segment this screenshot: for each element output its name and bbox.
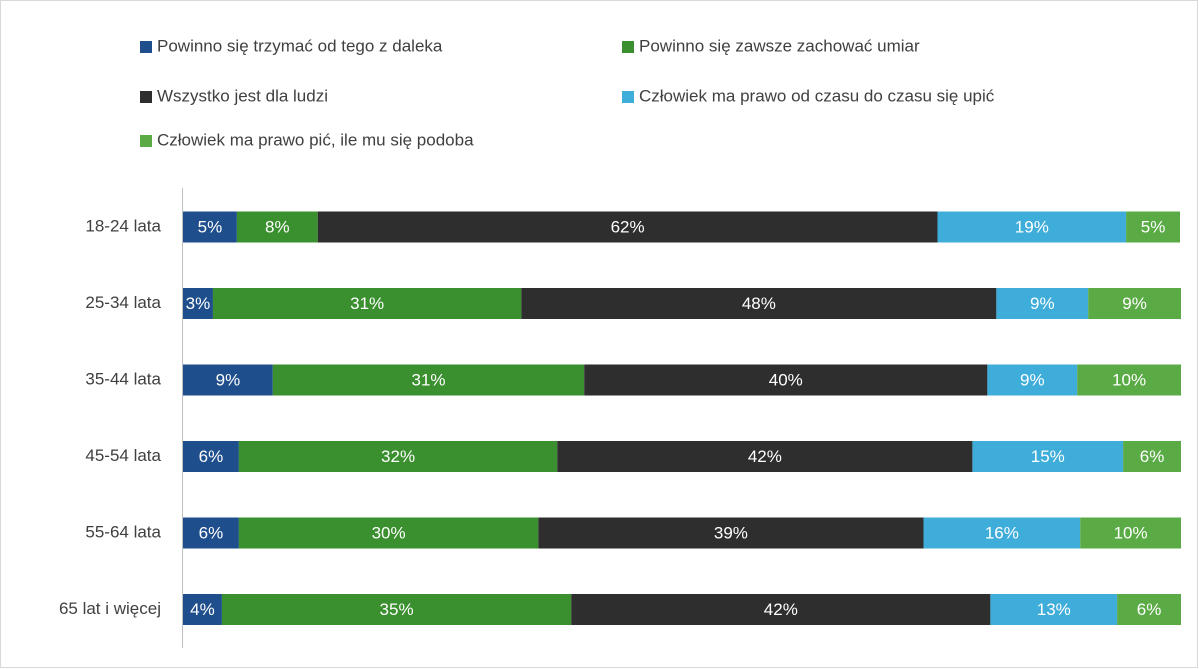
bar-segment xyxy=(557,441,973,472)
bar-segment xyxy=(972,441,1124,472)
bar-segment xyxy=(212,288,522,319)
bar-segment xyxy=(1077,364,1181,396)
data-label: 31% xyxy=(350,294,384,313)
data-label: 10% xyxy=(1114,523,1148,542)
bar-segment xyxy=(1088,288,1181,319)
bar-segment xyxy=(236,211,318,243)
bar-segment xyxy=(1123,441,1181,472)
data-label: 4% xyxy=(190,600,215,619)
data-label: 8% xyxy=(265,217,290,236)
y-tick-label: 65 lat i więcej xyxy=(59,599,161,618)
data-label: 9% xyxy=(1020,370,1045,389)
data-label: 6% xyxy=(1140,447,1165,466)
legend-swatch xyxy=(622,91,634,103)
y-tick-label: 45-54 lata xyxy=(85,446,161,465)
data-label: 13% xyxy=(1037,600,1071,619)
data-label: 5% xyxy=(1141,217,1166,236)
bar-segment xyxy=(584,364,988,396)
bar-segment xyxy=(238,517,539,549)
bar-segment xyxy=(183,364,273,396)
bar-segment xyxy=(238,441,558,472)
data-label: 32% xyxy=(381,447,415,466)
data-label: 40% xyxy=(769,370,803,389)
data-label: 30% xyxy=(372,523,406,542)
legend-label: Powinno się zawsze zachować umiar xyxy=(639,36,920,55)
data-label: 31% xyxy=(411,370,445,389)
data-label: 35% xyxy=(380,600,414,619)
y-tick-label: 25-34 lata xyxy=(85,293,161,312)
bar-segment xyxy=(183,288,213,319)
data-label: 39% xyxy=(714,523,748,542)
bar-segment xyxy=(317,211,938,243)
bar-segment xyxy=(990,594,1118,625)
bar-segment xyxy=(183,441,239,472)
data-label: 5% xyxy=(198,217,223,236)
legend-swatch xyxy=(622,41,634,53)
data-label: 16% xyxy=(985,523,1019,542)
data-label: 42% xyxy=(764,600,798,619)
bar-segment xyxy=(183,517,239,549)
y-tick-label: 55-64 lata xyxy=(85,522,161,541)
data-label: 9% xyxy=(1122,294,1147,313)
legend-label: Powinno się trzymać od tego z daleka xyxy=(157,36,443,55)
bar-segment xyxy=(571,594,991,625)
legend-swatch xyxy=(140,135,152,147)
data-label: 9% xyxy=(1030,294,1055,313)
data-label: 19% xyxy=(1015,217,1049,236)
bar-segment xyxy=(1080,517,1181,549)
data-label: 62% xyxy=(611,217,645,236)
data-label: 3% xyxy=(186,294,211,313)
data-label: 10% xyxy=(1112,370,1146,389)
data-label: 6% xyxy=(199,523,224,542)
bar-segment xyxy=(923,517,1081,549)
legend-swatch xyxy=(140,91,152,103)
data-label: 9% xyxy=(216,370,241,389)
legend-label: Człowiek ma prawo od czasu do czasu się … xyxy=(639,86,995,105)
data-label: 6% xyxy=(1137,600,1162,619)
legend-swatch xyxy=(140,41,152,53)
bar-segment xyxy=(183,211,237,243)
bar-segment xyxy=(937,211,1127,243)
bar-segment xyxy=(538,517,924,549)
legend-label: Wszystko jest dla ludzi xyxy=(157,86,328,105)
y-tick-label: 18-24 lata xyxy=(85,216,161,235)
bar-segment xyxy=(1117,594,1181,625)
bar-segment xyxy=(272,364,585,396)
bar-segment xyxy=(221,594,572,625)
y-tick-label: 35-44 lata xyxy=(85,369,161,388)
legend-label: Człowiek ma prawo pić, ile mu się podoba xyxy=(157,130,474,149)
data-label: 42% xyxy=(748,447,782,466)
bar-segment xyxy=(996,288,1089,319)
bar-segment xyxy=(1126,211,1181,243)
bar-segment xyxy=(521,288,997,319)
data-label: 15% xyxy=(1031,447,1065,466)
bar-segment xyxy=(183,594,222,625)
data-label: 6% xyxy=(199,447,224,466)
bar-segment xyxy=(987,364,1078,396)
data-label: 48% xyxy=(742,294,776,313)
